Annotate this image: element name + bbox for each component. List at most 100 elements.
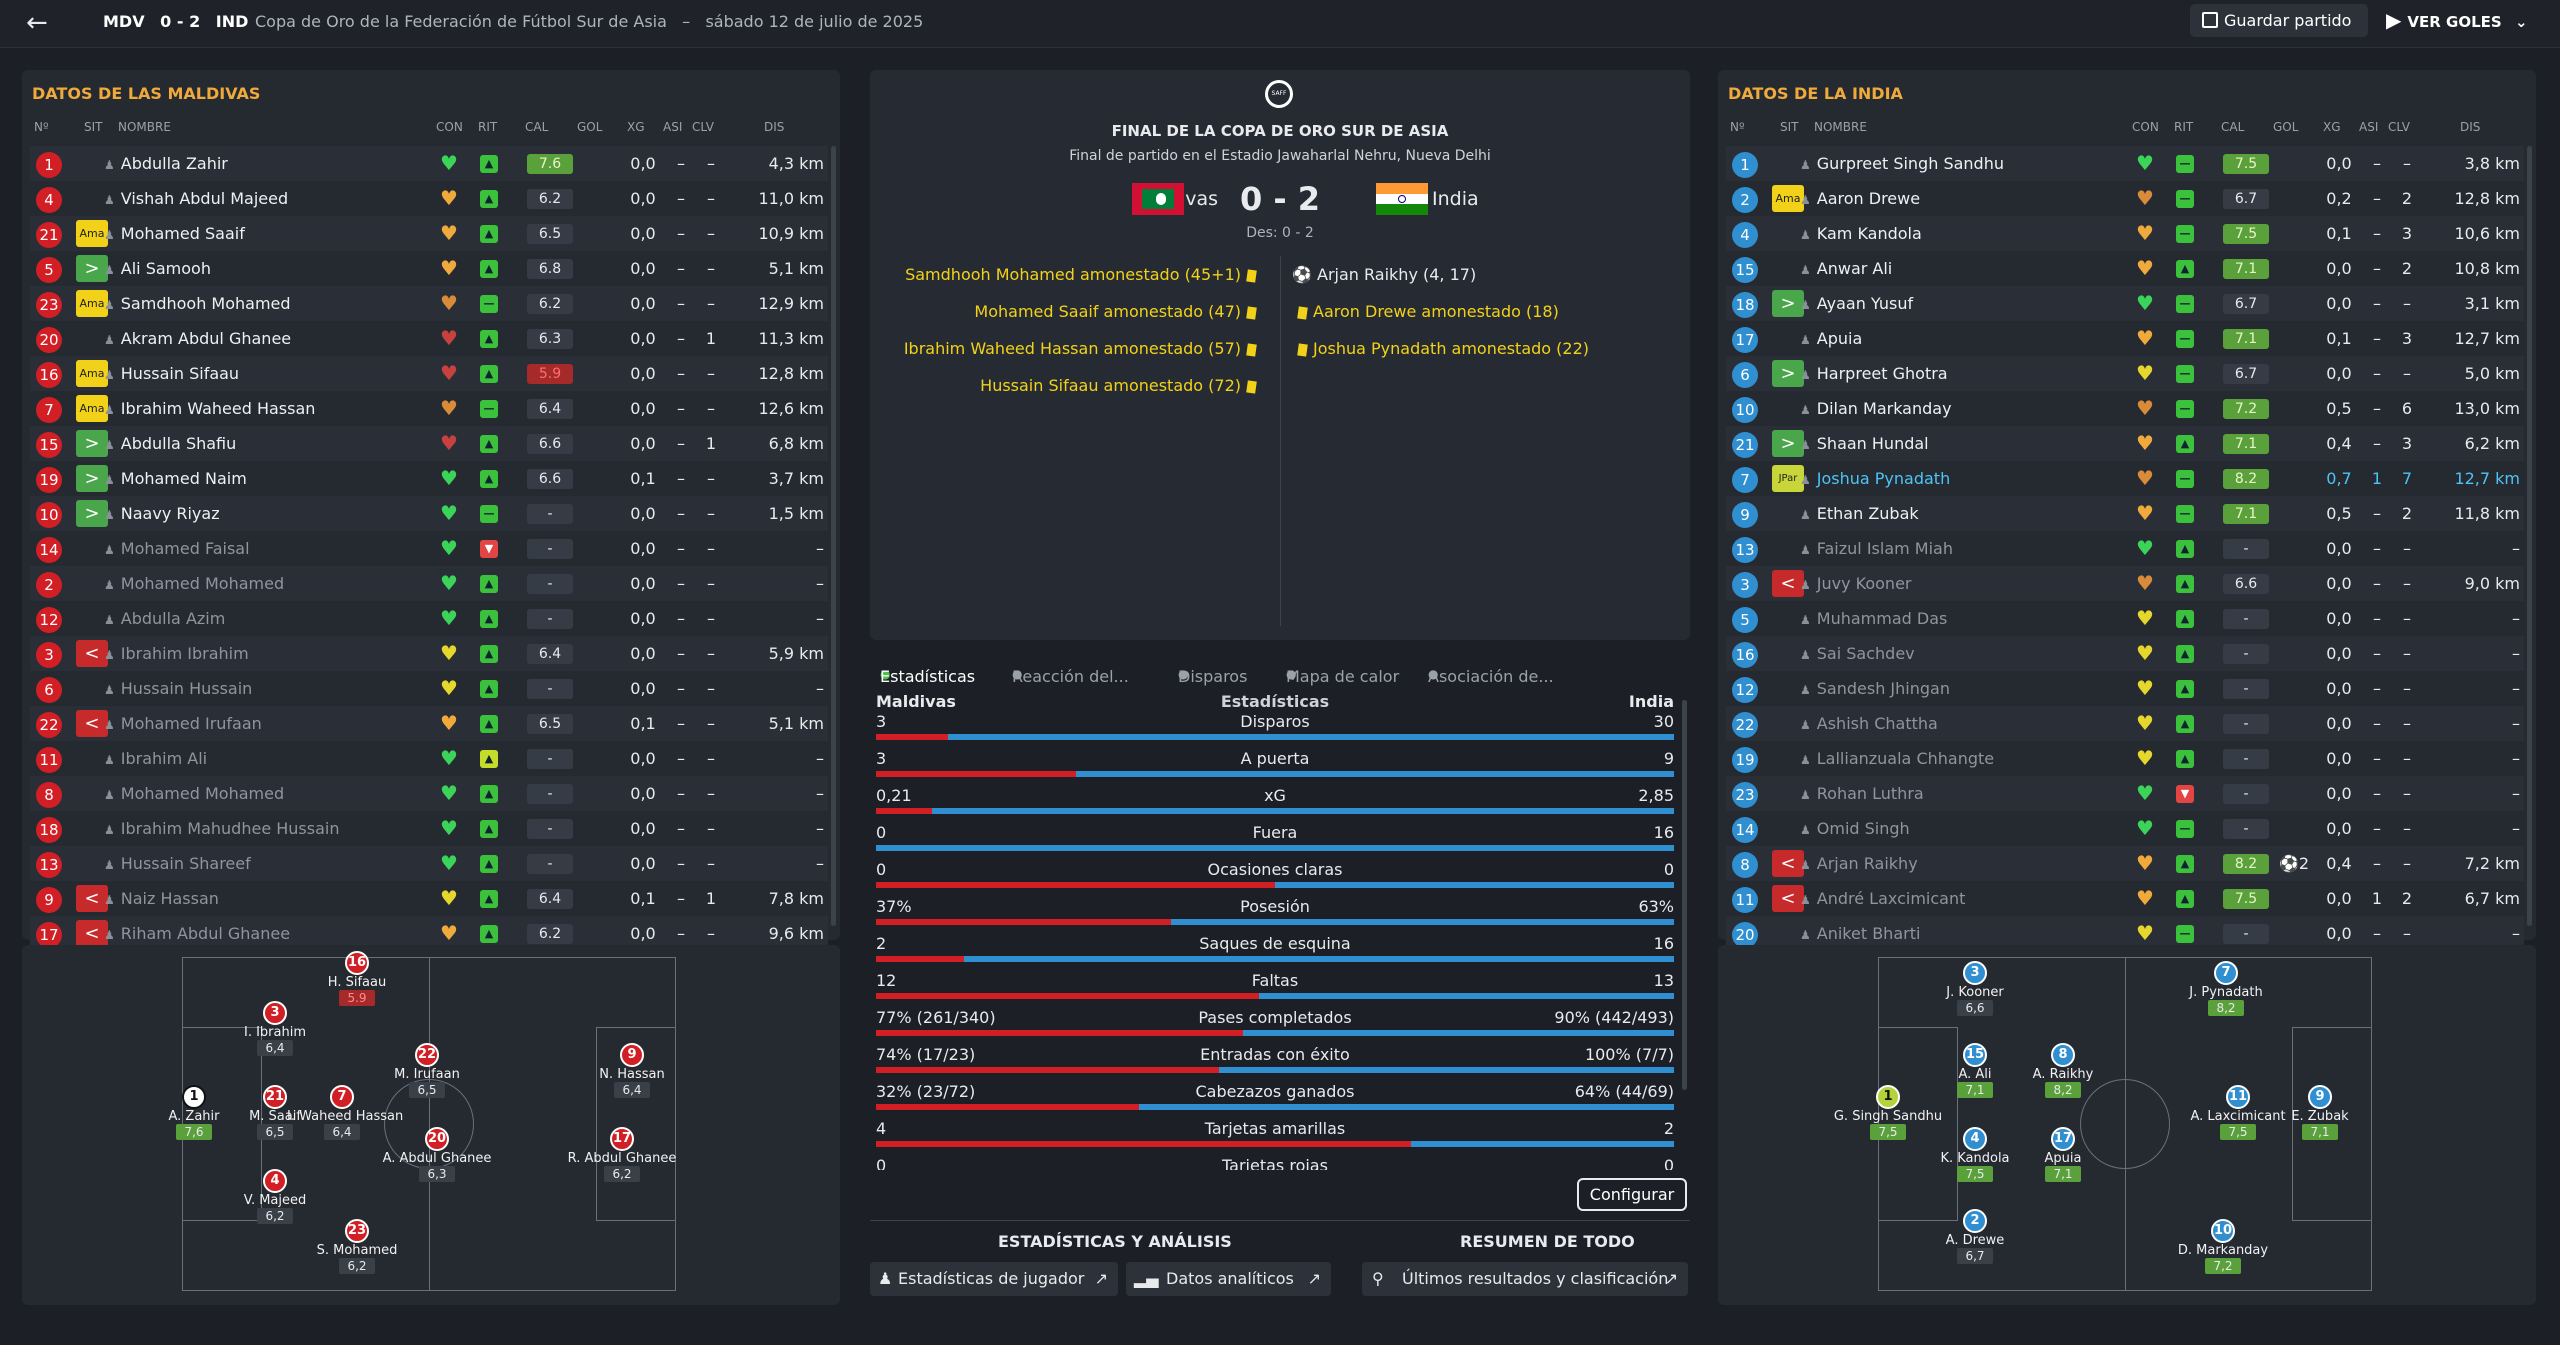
player-name[interactable]: ♟ Faizul Islam Miah xyxy=(1800,539,1953,558)
player-name[interactable]: ♟ Akram Abdul Ghanee xyxy=(104,329,291,348)
player-row[interactable]: 3 < ♟ Juvy Kooner ♥ ▲ 6.6 0,0 – – 9,0 km xyxy=(1726,566,2524,601)
player-name[interactable]: ♟ Abdulla Zahir xyxy=(104,154,228,173)
player-name[interactable]: ♟ Sai Sachdev xyxy=(1800,644,1915,663)
player-name[interactable]: ♟ Ayaan Yusuf xyxy=(1800,294,1913,313)
player-row[interactable]: 9 ♟ Ethan Zubak ♥ — 7.1 0,5 – 2 11,8 km xyxy=(1726,496,2524,531)
pitch-player[interactable]: 22 M. Irufaan 6,5 xyxy=(372,1043,482,1098)
pitch-player[interactable]: 15 A. Ali 7,1 xyxy=(1920,1043,2030,1098)
player-name[interactable]: ♟ Ibrahim Waheed Hassan xyxy=(104,399,315,418)
player-row[interactable]: 10 ♟ Dilan Markanday ♥ — 7.2 0,5 – 6 13,0 km xyxy=(1726,391,2524,426)
col-clv[interactable]: CLV xyxy=(692,120,714,134)
col-dis[interactable]: DIS xyxy=(764,120,785,134)
list-scrollbar[interactable] xyxy=(831,146,836,926)
pitch-player[interactable]: 16 H. Sifaau 5.9 xyxy=(302,951,412,1006)
player-name[interactable]: ♟ Joshua Pynadath xyxy=(1800,469,1950,488)
pitch-player[interactable]: 17 Apuia 7,1 xyxy=(2008,1127,2118,1182)
player-name[interactable]: ♟ Sandesh Jhingan xyxy=(1800,679,1950,698)
player-name[interactable]: ♟ Rohan Luthra xyxy=(1800,784,1924,803)
player-row[interactable]: 13 ♟ Hussain Shareef ♥ ▲ - 0,0 – – – xyxy=(30,846,828,881)
player-row[interactable]: 19 ♟ Lallianzuala Chhangte ♥ ▲ - 0,0 – – – xyxy=(1726,741,2524,776)
player-row[interactable]: 18 > ♟ Ayaan Yusuf ♥ — 6.7 0,0 – – 3,1 km xyxy=(1726,286,2524,321)
player-name[interactable]: ♟ Aaron Drewe xyxy=(1800,189,1920,208)
player-row[interactable]: 16 ♟ Sai Sachdev ♥ ▲ - 0,0 – – – xyxy=(1726,636,2524,671)
player-row[interactable]: 14 ♟ Mohamed Faisal ♥ ▼ - 0,0 – – – xyxy=(30,531,828,566)
player-row[interactable]: 18 ♟ Ibrahim Mahudhee Hussain ♥ ▲ - 0,0 – – – xyxy=(30,811,828,846)
player-row[interactable]: 17 ♟ Apuia ♥ — 7.1 0,1 – 3 12,7 km xyxy=(1726,321,2524,356)
player-name[interactable]: ♟ Riham Abdul Ghanee xyxy=(104,924,290,943)
col-asi[interactable]: ASI xyxy=(2359,120,2379,134)
col-clv[interactable]: CLV xyxy=(2388,120,2410,134)
player-name[interactable]: ♟ André Laxcimicant xyxy=(1800,889,1965,908)
pitch-player[interactable]: 17 R. Abdul Ghanee 6,2 xyxy=(567,1127,677,1182)
pitch-player[interactable]: 7 J. Pynadath 8,2 xyxy=(2171,961,2281,1016)
player-name[interactable]: ♟ Juvy Kooner xyxy=(1800,574,1911,593)
player-row[interactable]: 6 > ♟ Harpreet Ghotra ♥ — 6.7 0,0 – – 5,0 km xyxy=(1726,356,2524,391)
player-name[interactable]: ♟ Ali Samooh xyxy=(104,259,211,278)
player-name[interactable]: ♟ Omid Singh xyxy=(1800,819,1910,838)
player-name[interactable]: ♟ Naavy Riyaz xyxy=(104,504,220,523)
player-row[interactable]: 1 ♟ Abdulla Zahir ♥ ▲ 7.6 0,0 – – 4,3 km xyxy=(30,146,828,181)
player-name[interactable]: ♟ Hussain Shareef xyxy=(104,854,251,873)
player-name[interactable]: ♟ Aniket Bharti xyxy=(1800,924,1920,943)
player-name[interactable]: ♟ Ibrahim Ali xyxy=(104,749,207,768)
player-row[interactable]: 2 ♟ Mohamed Mohamed ♥ ▲ - 0,0 – – – xyxy=(30,566,828,601)
player-row[interactable]: 14 ♟ Omid Singh ♥ — - 0,0 – – – xyxy=(1726,811,2524,846)
player-row[interactable]: 23 ♟ Rohan Luthra ♥ ▼ - 0,0 – – – xyxy=(1726,776,2524,811)
results-standings-button[interactable]: ⚲ Últimos resultados y clasificación ↗ xyxy=(1362,1262,1688,1296)
player-name[interactable]: ♟ Ibrahim Mahudhee Hussain xyxy=(104,819,339,838)
col-rit[interactable]: RIT xyxy=(478,120,498,134)
player-row[interactable]: 19 > ♟ Mohamed Naim ♥ ▲ 6.6 0,1 – – 3,7 km xyxy=(30,461,828,496)
pitch-player[interactable]: 1 G. Singh Sandhu 7,5 xyxy=(1833,1085,1943,1140)
col-cal[interactable]: CAL xyxy=(525,120,549,134)
player-row[interactable]: 4 ♟ Kam Kandola ♥ — 7.5 0,1 – 3 10,6 km xyxy=(1726,216,2524,251)
player-name[interactable]: ♟ Abdulla Shafiu xyxy=(104,434,236,453)
col-xg[interactable]: XG xyxy=(627,120,645,134)
player-row[interactable]: 15 ♟ Anwar Ali ♥ ▲ 7.1 0,0 – 2 10,8 km xyxy=(1726,251,2524,286)
player-row[interactable]: 11 ♟ Ibrahim Ali ♥ ▲ - 0,0 – – – xyxy=(30,741,828,776)
pitch-player[interactable]: 1 A. Zahir 7,6 xyxy=(139,1085,249,1140)
player-name[interactable]: ♟ Mohamed Mohamed xyxy=(104,574,284,593)
stats-scrollbar[interactable] xyxy=(1682,700,1687,1090)
player-row[interactable]: 11 < ♟ André Laxcimicant ♥ ▲ 7.5 0,0 1 2 6,7 km xyxy=(1726,881,2524,916)
col-dis[interactable]: DIS xyxy=(2460,120,2481,134)
save-match-button[interactable]: Guardar partido xyxy=(2190,4,2368,37)
player-name[interactable]: ♟ Dilan Markanday xyxy=(1800,399,1952,418)
pitch-player[interactable]: 20 A. Abdul Ghanee 6,3 xyxy=(382,1127,492,1182)
player-name[interactable]: ♟ Harpreet Ghotra xyxy=(1800,364,1948,383)
col-gol[interactable]: GOL xyxy=(577,120,603,134)
player-row[interactable]: 13 ♟ Faizul Islam Miah ♥ ▲ - 0,0 – – – xyxy=(1726,531,2524,566)
player-name[interactable]: ♟ Arjan Raikhy xyxy=(1800,854,1918,873)
player-row[interactable]: 22 ♟ Ashish Chattha ♥ ▲ - 0,0 – – – xyxy=(1726,706,2524,741)
pitch-player[interactable]: 11 A. Laxcimicant 7,5 xyxy=(2183,1085,2293,1140)
player-row[interactable]: 4 ♟ Vishah Abdul Majeed ♥ ▲ 6.2 0,0 – – 11,0 km xyxy=(30,181,828,216)
player-name[interactable]: ♟ Abdulla Azim xyxy=(104,609,225,628)
player-row[interactable]: 2 Ama ♟ Aaron Drewe ♥ — 6.7 0,2 – 2 12,8 km xyxy=(1726,181,2524,216)
player-row[interactable]: 7 JPar ♟ Joshua Pynadath ♥ —8.2 0,7 1 7 12,7 km xyxy=(1726,461,2524,496)
col-cal[interactable]: CAL xyxy=(2221,120,2245,134)
pitch-player[interactable]: 4 K. Kandola 7,5 xyxy=(1920,1127,2030,1182)
player-row[interactable]: 7 Ama ♟ Ibrahim Waheed Hassan ♥ — 6.4 0,0 – – 12,6… xyxy=(30,391,828,426)
pitch-player[interactable]: 9 N. Hassan 6,4 xyxy=(577,1043,687,1098)
player-name[interactable]: ♟ Mohamed Saaif xyxy=(104,224,245,243)
player-row[interactable]: 21 Ama ♟ Mohamed Saaif ♥ ▲ 6.5 0,0 – – 10,9 km xyxy=(30,216,828,251)
player-row[interactable]: 8 < ♟ Arjan Raikhy ♥ ▲ 8.2 ⚽2 0,4 – – 7,2 km xyxy=(1726,846,2524,881)
player-row[interactable]: 15 > ♟ Abdulla Shafiu ♥ ▲ 6.6 0,0 – 1 6,8 km xyxy=(30,426,828,461)
player-name[interactable]: ♟ Vishah Abdul Majeed xyxy=(104,189,288,208)
player-name[interactable]: ♟ Ethan Zubak xyxy=(1800,504,1919,523)
player-name[interactable]: ♟ Lallianzuala Chhangte xyxy=(1800,749,1994,768)
player-name[interactable]: ♟ Gurpreet Singh Sandhu xyxy=(1800,154,2004,173)
list-scrollbar[interactable] xyxy=(2527,146,2532,926)
player-row[interactable]: 23 Ama ♟ Samdhooh Mohamed ♥ — 6.2 0,0 – – 12,9 km xyxy=(30,286,828,321)
col-con[interactable]: CON xyxy=(436,120,463,134)
player-row[interactable]: 6 ♟ Hussain Hussain ♥ ▲ - 0,0 – – – xyxy=(30,671,828,706)
analytics-button[interactable]: ▂▄ Datos analíticos ↗ xyxy=(1126,1262,1331,1296)
player-row[interactable]: 12 ♟ Sandesh Jhingan ♥ ▲ - 0,0 – – – xyxy=(1726,671,2524,706)
pitch-player[interactable]: 7 I. Waheed Hassan 6,4 xyxy=(287,1085,403,1140)
player-row[interactable]: 5 > ♟ Ali Samooh ♥ ▲ 6.8 0,0 – – 5,1 km xyxy=(30,251,828,286)
pitch-player[interactable]: 9 E. Zubak 7,1 xyxy=(2265,1085,2375,1140)
pitch-player[interactable]: 8 A. Raikhy 8,2 xyxy=(2008,1043,2118,1098)
player-name[interactable]: ♟ Kam Kandola xyxy=(1800,224,1922,243)
configure-button[interactable]: Configurar xyxy=(1577,1178,1687,1211)
player-row[interactable]: 5 ♟ Muhammad Das ♥ ▲ - 0,0 – – – xyxy=(1726,601,2524,636)
view-goals-button[interactable]: ▶ VER GOLES ⌄ xyxy=(2386,4,2546,37)
